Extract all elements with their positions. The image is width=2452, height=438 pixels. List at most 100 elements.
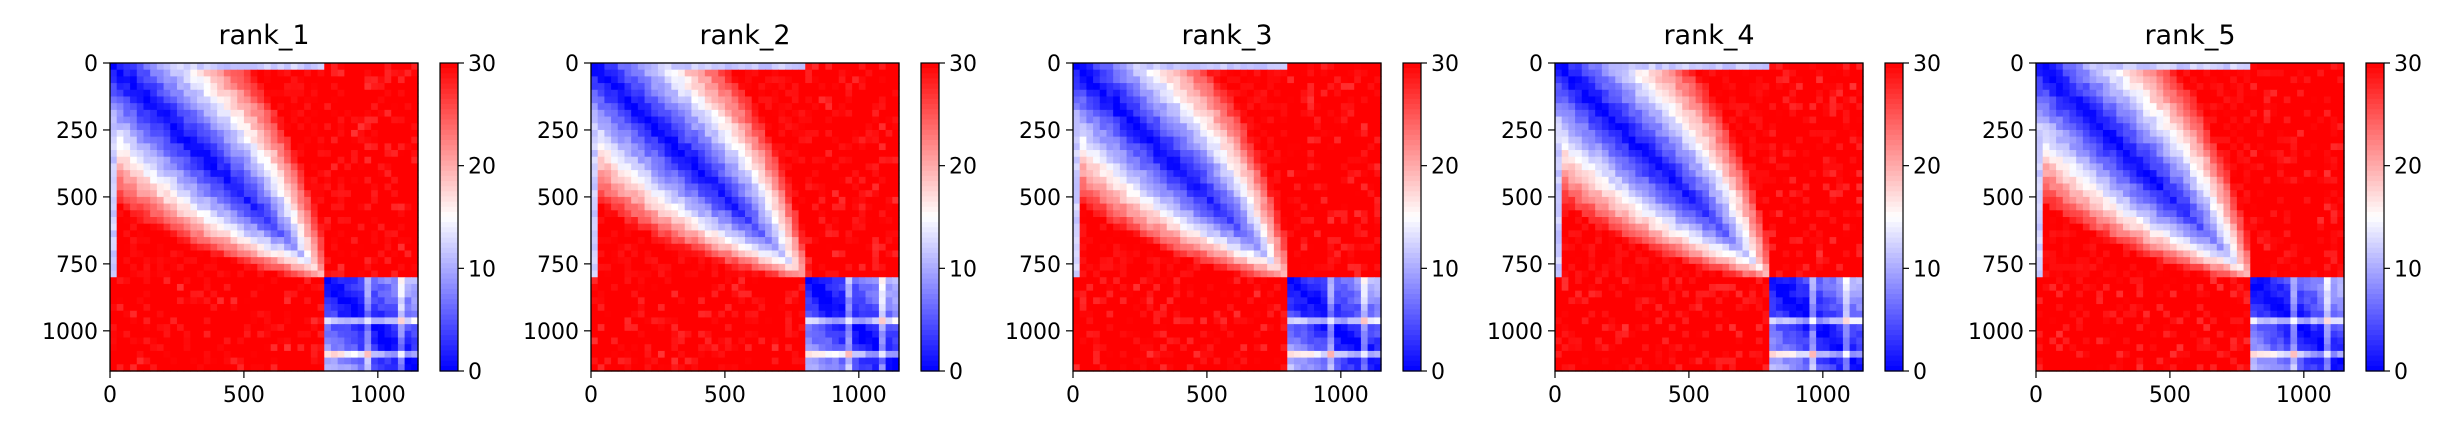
heatmap-cell <box>203 257 212 265</box>
heatmap-cell <box>825 237 833 245</box>
heatmap-cell <box>364 89 372 98</box>
heatmap-cell <box>751 176 759 185</box>
heatmap-cell <box>597 196 605 205</box>
heatmap-cell <box>1133 116 1141 124</box>
heatmap-cell <box>317 324 325 332</box>
heatmap-cell <box>1273 103 1282 111</box>
heatmap-cell <box>190 69 198 77</box>
heatmap-cell <box>1160 129 1168 138</box>
heatmap-cell <box>617 330 626 339</box>
heatmap-cell <box>838 344 847 352</box>
heatmap-cell <box>411 364 419 372</box>
heatmap-cell <box>624 364 632 372</box>
heatmap-cell <box>277 183 285 191</box>
heatmap-cell <box>143 330 151 339</box>
heatmap-cell <box>1146 129 1154 138</box>
heatmap-cell <box>264 344 272 352</box>
heatmap-cell <box>257 63 265 71</box>
heatmap-cell <box>237 190 245 198</box>
heatmap-cell <box>691 96 699 104</box>
heatmap-cell <box>771 337 780 345</box>
heatmap-cell <box>745 143 753 151</box>
heatmap-cell <box>745 109 753 118</box>
heatmap-cell <box>270 317 278 325</box>
heatmap-cell <box>304 170 312 178</box>
heatmap-cell <box>745 203 753 211</box>
heatmap-cell <box>210 96 218 104</box>
heatmap-cell <box>664 243 672 252</box>
heatmap-cell <box>404 96 412 104</box>
heatmap-cell <box>691 317 699 325</box>
heatmap-cell <box>317 136 325 144</box>
heatmap-cell <box>290 83 299 91</box>
heatmap-cell <box>825 270 833 278</box>
heatmap-cell <box>1240 83 1248 91</box>
heatmap-cell <box>371 357 379 365</box>
heatmap-cell <box>1240 103 1248 111</box>
heatmap-cell <box>210 203 218 211</box>
heatmap-cell <box>684 129 693 138</box>
heatmap-cell <box>384 250 392 258</box>
heatmap-cell <box>290 350 299 359</box>
heatmap-cell <box>805 136 813 144</box>
heatmap-cell <box>617 350 626 359</box>
heatmap-cell <box>257 304 265 312</box>
heatmap-cell <box>197 196 205 205</box>
heatmap-cell <box>591 210 599 218</box>
heatmap-cell <box>210 163 218 171</box>
heatmap-cell <box>651 136 659 144</box>
heatmap-cell <box>1340 69 1349 77</box>
heatmap-cell <box>223 230 232 238</box>
heatmap-cell <box>785 176 793 185</box>
heatmap-cell <box>377 176 386 185</box>
heatmap-cell <box>892 257 900 265</box>
heatmap-cell <box>197 324 205 332</box>
heatmap-cell <box>778 330 786 339</box>
heatmap-cell <box>1126 63 1134 71</box>
heatmap-cell <box>858 143 867 151</box>
heatmap-cell <box>163 190 171 198</box>
heatmap-cell <box>724 96 733 104</box>
heatmap-cell <box>123 230 131 238</box>
heatmap-cell <box>397 357 406 365</box>
heatmap-cell <box>591 129 599 138</box>
heatmap-cell <box>778 83 786 91</box>
heatmap-cell <box>865 150 873 158</box>
heatmap-cell <box>190 89 198 98</box>
colorbar-tick-label: 0 <box>949 360 963 385</box>
heatmap-cell <box>130 76 138 84</box>
heatmap-cell <box>738 143 746 151</box>
heatmap-cell <box>704 344 713 352</box>
heatmap-cell <box>237 243 245 252</box>
heatmap-cell <box>845 196 853 205</box>
heatmap-cell <box>170 136 178 144</box>
heatmap-cell <box>324 136 332 144</box>
heatmap-cell <box>778 350 786 359</box>
heatmap-cell <box>150 337 158 345</box>
heatmap-cell <box>597 297 605 305</box>
heatmap-cell <box>364 143 372 151</box>
heatmap-cell <box>250 237 258 245</box>
heatmap-cell <box>237 170 245 178</box>
heatmap-cell <box>310 357 319 365</box>
heatmap-cell <box>264 277 272 285</box>
heatmap-cell <box>745 76 753 84</box>
heatmap-cell <box>156 223 165 231</box>
y-tick-label: 0 <box>565 52 579 77</box>
heatmap-cell <box>223 176 232 185</box>
heatmap-cell <box>284 129 292 138</box>
heatmap-cell <box>1327 96 1335 104</box>
y-tick-label: 1000 <box>523 320 579 345</box>
heatmap-cell <box>1180 69 1188 77</box>
heatmap-cell <box>183 116 191 124</box>
heatmap-cell <box>818 96 826 104</box>
heatmap-cell <box>190 297 198 305</box>
heatmap-cell <box>798 183 806 191</box>
heatmap-cell <box>190 129 198 138</box>
heatmap-cell <box>250 89 258 98</box>
heatmap-cell <box>371 270 379 278</box>
heatmap-cell <box>711 290 719 298</box>
heatmap-cell <box>858 330 867 339</box>
heatmap-cell <box>657 310 666 319</box>
